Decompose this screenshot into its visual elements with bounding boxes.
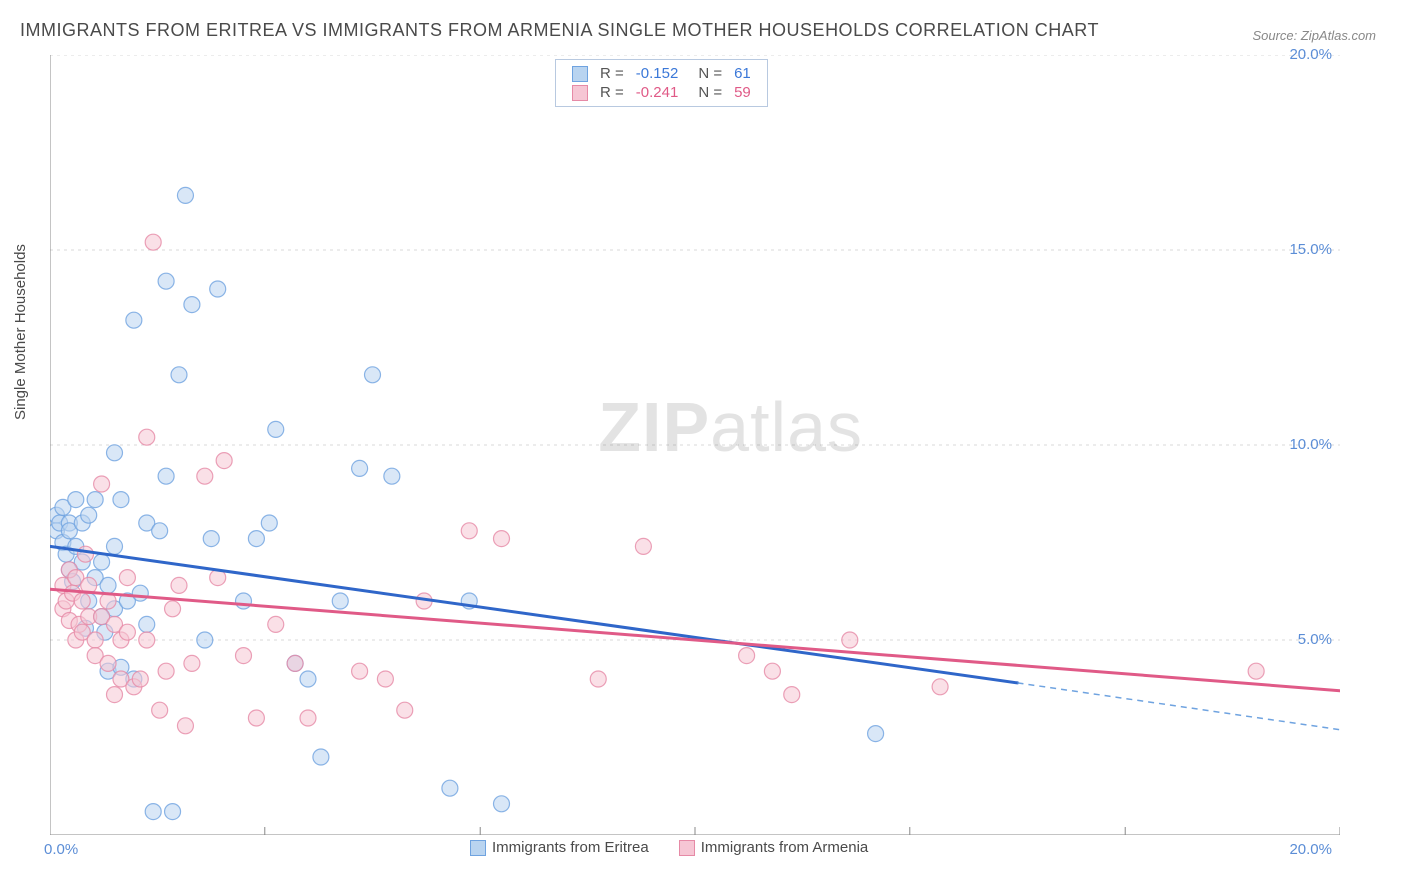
y-tick-label: 15.0%: [1289, 241, 1332, 258]
legend-correlation: R = -0.152 N = 61 R = -0.241 N = 59: [555, 59, 768, 107]
legend-item: Immigrants from Eritrea: [470, 839, 649, 856]
x-tick-label: 20.0%: [1289, 841, 1332, 858]
y-tick-label: 20.0%: [1289, 46, 1332, 63]
source-label: Source: ZipAtlas.com: [1252, 28, 1376, 43]
y-axis-label: Single Mother Households: [12, 244, 29, 420]
chart-title: IMMIGRANTS FROM ERITREA VS IMMIGRANTS FR…: [20, 20, 1099, 41]
legend-series: Immigrants from Eritrea Immigrants from A…: [470, 839, 868, 856]
legend-item: Immigrants from Armenia: [679, 839, 869, 856]
y-tick-label: 10.0%: [1289, 436, 1332, 453]
scatter-chart: [50, 55, 1340, 835]
y-tick-label: 5.0%: [1298, 631, 1332, 648]
chart-area: ZIPatlas R = -0.152 N = 61 R = -0.241 N …: [50, 55, 1340, 835]
x-tick-label: 0.0%: [44, 841, 78, 858]
